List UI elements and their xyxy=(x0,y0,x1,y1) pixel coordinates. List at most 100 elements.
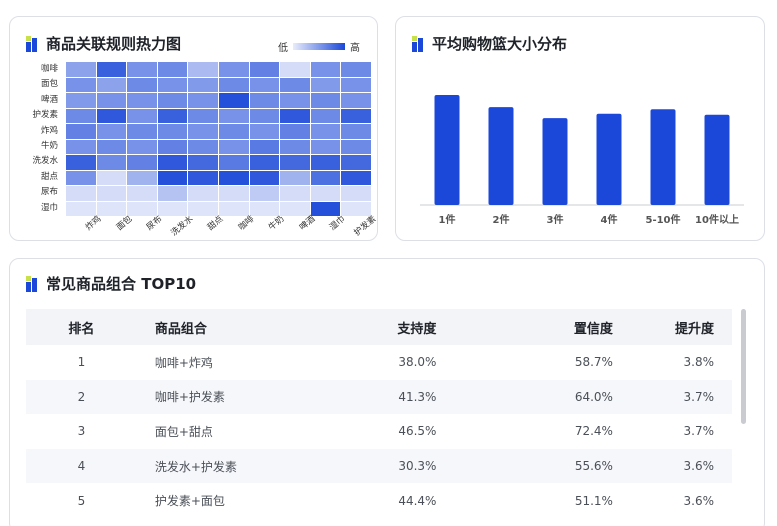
heatmap-cell[interactable] xyxy=(66,201,96,216)
heatmap-cell[interactable] xyxy=(249,139,280,154)
heatmap-cell[interactable] xyxy=(127,93,157,108)
heatmap-cell[interactable] xyxy=(310,108,341,123)
heatmap-cell[interactable] xyxy=(127,186,157,201)
heatmap-cell[interactable] xyxy=(157,155,188,170)
heatmap-cell[interactable] xyxy=(188,186,218,201)
heatmap-cell[interactable] xyxy=(310,139,341,154)
table-row[interactable]: 4 洗发水+护发素 30.3% 55.6% 3.6% xyxy=(26,448,732,484)
heatmap-cell[interactable] xyxy=(341,124,371,139)
heatmap-cell[interactable] xyxy=(310,170,341,185)
heatmap-cell[interactable] xyxy=(96,155,127,170)
heatmap-cell[interactable] xyxy=(280,155,310,170)
heatmap-cell[interactable] xyxy=(96,186,127,201)
heatmap-cell[interactable] xyxy=(310,186,341,201)
heatmap-cell[interactable] xyxy=(66,155,96,170)
heatmap-cell[interactable] xyxy=(219,201,249,216)
basket-bar[interactable] xyxy=(434,95,460,205)
heatmap-cell[interactable] xyxy=(96,93,127,108)
heatmap-cell[interactable] xyxy=(219,108,249,123)
heatmap-cell[interactable] xyxy=(280,62,310,77)
heatmap-cell[interactable] xyxy=(341,155,371,170)
heatmap-cell[interactable] xyxy=(188,201,218,216)
heatmap-cell[interactable] xyxy=(280,77,310,92)
heatmap-cell[interactable] xyxy=(310,124,341,139)
heatmap-cell[interactable] xyxy=(188,62,218,77)
heatmap-cell[interactable] xyxy=(66,124,96,139)
heatmap-cell[interactable] xyxy=(219,62,249,77)
heatmap-cell[interactable] xyxy=(96,170,127,185)
heatmap-cell[interactable] xyxy=(310,77,341,92)
table-scrollbar[interactable] xyxy=(741,309,746,424)
heatmap-cell[interactable] xyxy=(127,124,157,139)
heatmap-cell[interactable] xyxy=(280,139,310,154)
heatmap-cell[interactable] xyxy=(219,93,249,108)
heatmap-cell[interactable] xyxy=(66,170,96,185)
heatmap-cell[interactable] xyxy=(127,139,157,154)
heatmap-cell[interactable] xyxy=(219,139,249,154)
basket-bar[interactable] xyxy=(542,118,568,205)
heatmap-cell[interactable] xyxy=(96,124,127,139)
basket-bar[interactable] xyxy=(596,113,622,205)
heatmap-cell[interactable] xyxy=(157,77,188,92)
heatmap-cell[interactable] xyxy=(157,108,188,123)
heatmap-cell[interactable] xyxy=(157,170,188,185)
heatmap-cell[interactable] xyxy=(219,170,249,185)
heatmap-cell[interactable] xyxy=(280,108,310,123)
basket-bar[interactable] xyxy=(650,109,676,205)
heatmap-cell[interactable] xyxy=(341,77,371,92)
heatmap-cell[interactable] xyxy=(188,93,218,108)
heatmap-cell[interactable] xyxy=(249,62,280,77)
basket-bar[interactable] xyxy=(488,107,514,205)
heatmap-cell[interactable] xyxy=(280,124,310,139)
heatmap-cell[interactable] xyxy=(157,201,188,216)
heatmap-cell[interactable] xyxy=(219,186,249,201)
heatmap-cell[interactable] xyxy=(157,93,188,108)
heatmap-cell[interactable] xyxy=(249,108,280,123)
heatmap-cell[interactable] xyxy=(310,201,341,216)
heatmap-cell[interactable] xyxy=(249,77,280,92)
heatmap-cell[interactable] xyxy=(157,186,188,201)
heatmap-cell[interactable] xyxy=(96,201,127,216)
heatmap-cell[interactable] xyxy=(249,155,280,170)
heatmap-cell[interactable] xyxy=(157,139,188,154)
header-rank[interactable]: 排名 xyxy=(26,309,137,345)
heatmap-cell[interactable] xyxy=(188,170,218,185)
heatmap-cell[interactable] xyxy=(280,93,310,108)
table-row[interactable]: 1 咖啡+炸鸡 38.0% 58.7% 3.8% xyxy=(26,345,732,380)
table-row[interactable]: 2 咖啡+护发素 41.3% 64.0% 3.7% xyxy=(26,379,732,415)
heatmap-cell[interactable] xyxy=(96,139,127,154)
heatmap-cell[interactable] xyxy=(341,93,371,108)
heatmap-cell[interactable] xyxy=(341,108,371,123)
table-row[interactable]: 3 面包+甜点 46.5% 72.4% 3.7% xyxy=(26,414,732,449)
heatmap-cell[interactable] xyxy=(96,108,127,123)
heatmap-cell[interactable] xyxy=(66,139,96,154)
heatmap-cell[interactable] xyxy=(188,108,218,123)
heatmap-cell[interactable] xyxy=(127,77,157,92)
heatmap-cell[interactable] xyxy=(157,62,188,77)
heatmap-cell[interactable] xyxy=(341,170,371,185)
heatmap-cell[interactable] xyxy=(341,186,371,201)
heatmap-cell[interactable] xyxy=(341,62,371,77)
heatmap-cell[interactable] xyxy=(249,170,280,185)
heatmap-cell[interactable] xyxy=(310,155,341,170)
header-lift[interactable]: 提升度 xyxy=(612,309,732,345)
heatmap-cell[interactable] xyxy=(157,124,188,139)
header-combo[interactable]: 商品组合 xyxy=(136,309,297,345)
heatmap-cell[interactable] xyxy=(127,62,157,77)
heatmap-cell[interactable] xyxy=(219,77,249,92)
heatmap-cell[interactable] xyxy=(66,93,96,108)
heatmap-cell[interactable] xyxy=(96,77,127,92)
basket-bar[interactable] xyxy=(704,114,730,205)
heatmap-cell[interactable] xyxy=(310,62,341,77)
heatmap-cell[interactable] xyxy=(127,108,157,123)
heatmap-cell[interactable] xyxy=(310,93,341,108)
heatmap-cell[interactable] xyxy=(188,139,218,154)
heatmap-cell[interactable] xyxy=(249,124,280,139)
heatmap-cell[interactable] xyxy=(219,124,249,139)
heatmap-cell[interactable] xyxy=(66,62,96,77)
heatmap-cell[interactable] xyxy=(188,124,218,139)
heatmap-cell[interactable] xyxy=(96,62,127,77)
heatmap-cell[interactable] xyxy=(341,139,371,154)
heatmap-cell[interactable] xyxy=(66,108,96,123)
heatmap-cell[interactable] xyxy=(219,155,249,170)
